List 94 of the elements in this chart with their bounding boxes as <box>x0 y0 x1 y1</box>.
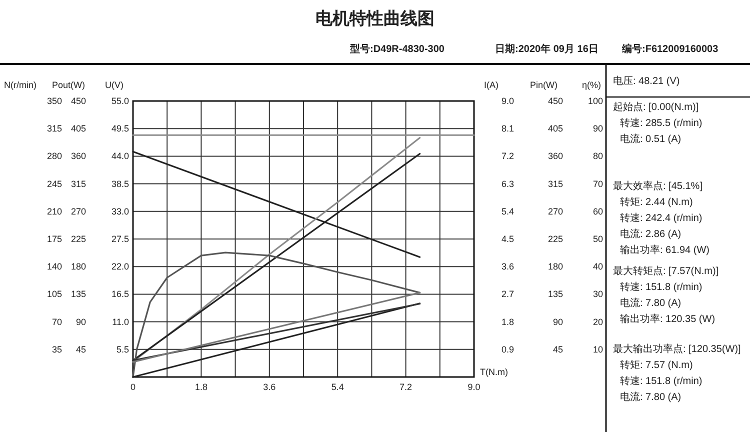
y2-tick-label: 9.0 <box>501 96 514 106</box>
text: 105 <box>46 289 62 300</box>
text: 型号:D49R-4830-300 <box>349 43 445 55</box>
y3-tick-label: 450 <box>70 96 86 106</box>
text: 电流: 2.86 (A) <box>620 228 682 240</box>
y2-tick-label: 1.8 <box>501 316 514 327</box>
y2-tick-label: 0.9 <box>501 344 514 354</box>
text: 转矩: 2.44 (N.m) <box>620 196 693 208</box>
y2-tick-label: 4.5 <box>501 234 514 244</box>
text: 280 <box>46 151 62 162</box>
y-tick-label: 11.0 <box>112 316 129 327</box>
text: 315 <box>46 124 62 134</box>
text: 40 <box>592 262 603 272</box>
y-tick-label: 33.0 <box>111 206 129 216</box>
text: 起始点: [0.00(N.m)] <box>613 101 699 113</box>
text: 210 <box>46 206 62 216</box>
text: 70 <box>592 178 603 189</box>
x-tick-label: 3.6 <box>263 382 276 392</box>
text: 编号:F612009160003 <box>621 43 719 55</box>
text: 35 <box>52 344 62 354</box>
y-tick-label: 49.5 <box>111 124 129 134</box>
y2-tick-label: 8.1 <box>501 124 514 134</box>
text: Pin(W) <box>530 80 558 90</box>
text: 10 <box>592 344 603 354</box>
y3-tick-label: 90 <box>76 316 86 327</box>
text: 转矩: 7.57 (N.m) <box>620 359 693 371</box>
text: 175 <box>46 234 62 244</box>
text: 180 <box>548 262 563 272</box>
y3-tick-label: 405 <box>70 124 86 134</box>
text: 最大效率点: [45.1%] <box>613 180 703 192</box>
y3-tick-label: 315 <box>70 178 86 189</box>
y-tick-label: 22.0 <box>111 262 129 272</box>
y-tick-label: 38.5 <box>111 178 129 189</box>
y3-tick-label: 45 <box>76 344 86 354</box>
y2-axis-title: I(A) <box>484 80 498 90</box>
text: 360 <box>548 151 563 162</box>
text: 90 <box>592 124 603 134</box>
x-tick-label: 1.8 <box>194 382 208 392</box>
text: 225 <box>548 234 563 244</box>
text: 电流: 0.51 (A) <box>620 133 682 145</box>
x-tick-label: 9.0 <box>468 382 480 392</box>
text: 100 <box>588 96 603 106</box>
text: 转速: 242.4 (r/min) <box>620 212 702 224</box>
text: 50 <box>592 234 603 244</box>
text: 20 <box>592 316 603 327</box>
text: 电流: 7.80 (A) <box>620 297 682 309</box>
x-tick-label: 0 <box>130 382 136 392</box>
text: 350 <box>46 96 62 106</box>
text: 电流: 7.80 (A) <box>620 391 682 403</box>
text: 270 <box>548 206 563 216</box>
y-tick-label: 55.0 <box>111 96 129 106</box>
text: 电压: 48.21 (V) <box>613 75 680 87</box>
y2-tick-label: 5.4 <box>501 206 514 216</box>
text: η(%) <box>582 80 602 90</box>
text: 135 <box>548 289 563 300</box>
text: 最大转矩点: [7.57(N.m)] <box>613 265 719 277</box>
chart-title: 电机特性曲线图 <box>316 9 434 28</box>
y3-tick-label: 180 <box>70 262 86 272</box>
text: 输出功率: 120.35 (W) <box>620 313 716 325</box>
text: 日期:2020年 09月 16日 <box>495 43 598 55</box>
y2-tick-label: 2.7 <box>501 289 514 300</box>
text: 245 <box>46 178 62 189</box>
text: 最大输出功率点: [120.35(W)] <box>613 343 742 355</box>
y3-tick-label: 270 <box>70 206 86 216</box>
y3-axis-title: Pout(W) <box>52 80 86 90</box>
text: 405 <box>548 124 563 134</box>
y-axis-title: U(V) <box>105 80 124 90</box>
text: 90 <box>552 316 563 327</box>
y2-tick-label: 6.3 <box>501 178 514 189</box>
text: 60 <box>592 206 603 216</box>
x-axis-title: T(N.m) <box>480 367 508 377</box>
y3-tick-label: 135 <box>70 289 86 300</box>
text: 30 <box>592 289 603 300</box>
y2-tick-label: 3.6 <box>501 262 514 272</box>
y-tick-label: 27.5 <box>111 234 129 244</box>
text: 140 <box>46 262 62 272</box>
text: 70 <box>52 316 62 327</box>
x-tick-label: 7.2 <box>400 382 412 392</box>
y2-tick-label: 7.2 <box>501 151 514 162</box>
y-tick-label: 16.5 <box>111 289 129 300</box>
text: 315 <box>548 178 563 189</box>
x-tick-label: 5.4 <box>331 382 344 392</box>
text: 转速: 151.8 (r/min) <box>620 375 702 387</box>
y-tick-label: 44.0 <box>111 151 129 162</box>
text: 输出功率: 61.94 (W) <box>620 244 710 256</box>
y3-tick-label: 225 <box>70 234 86 244</box>
text: 45 <box>552 344 563 354</box>
y3-tick-label: 360 <box>70 151 86 162</box>
y-tick-label: 5.5 <box>116 344 129 354</box>
text: 转速: 151.8 (r/min) <box>620 281 702 293</box>
text: 转速: 285.5 (r/min) <box>620 117 702 129</box>
text: 80 <box>592 151 603 162</box>
text: N(r/min) <box>4 80 36 90</box>
text: 450 <box>548 96 563 106</box>
